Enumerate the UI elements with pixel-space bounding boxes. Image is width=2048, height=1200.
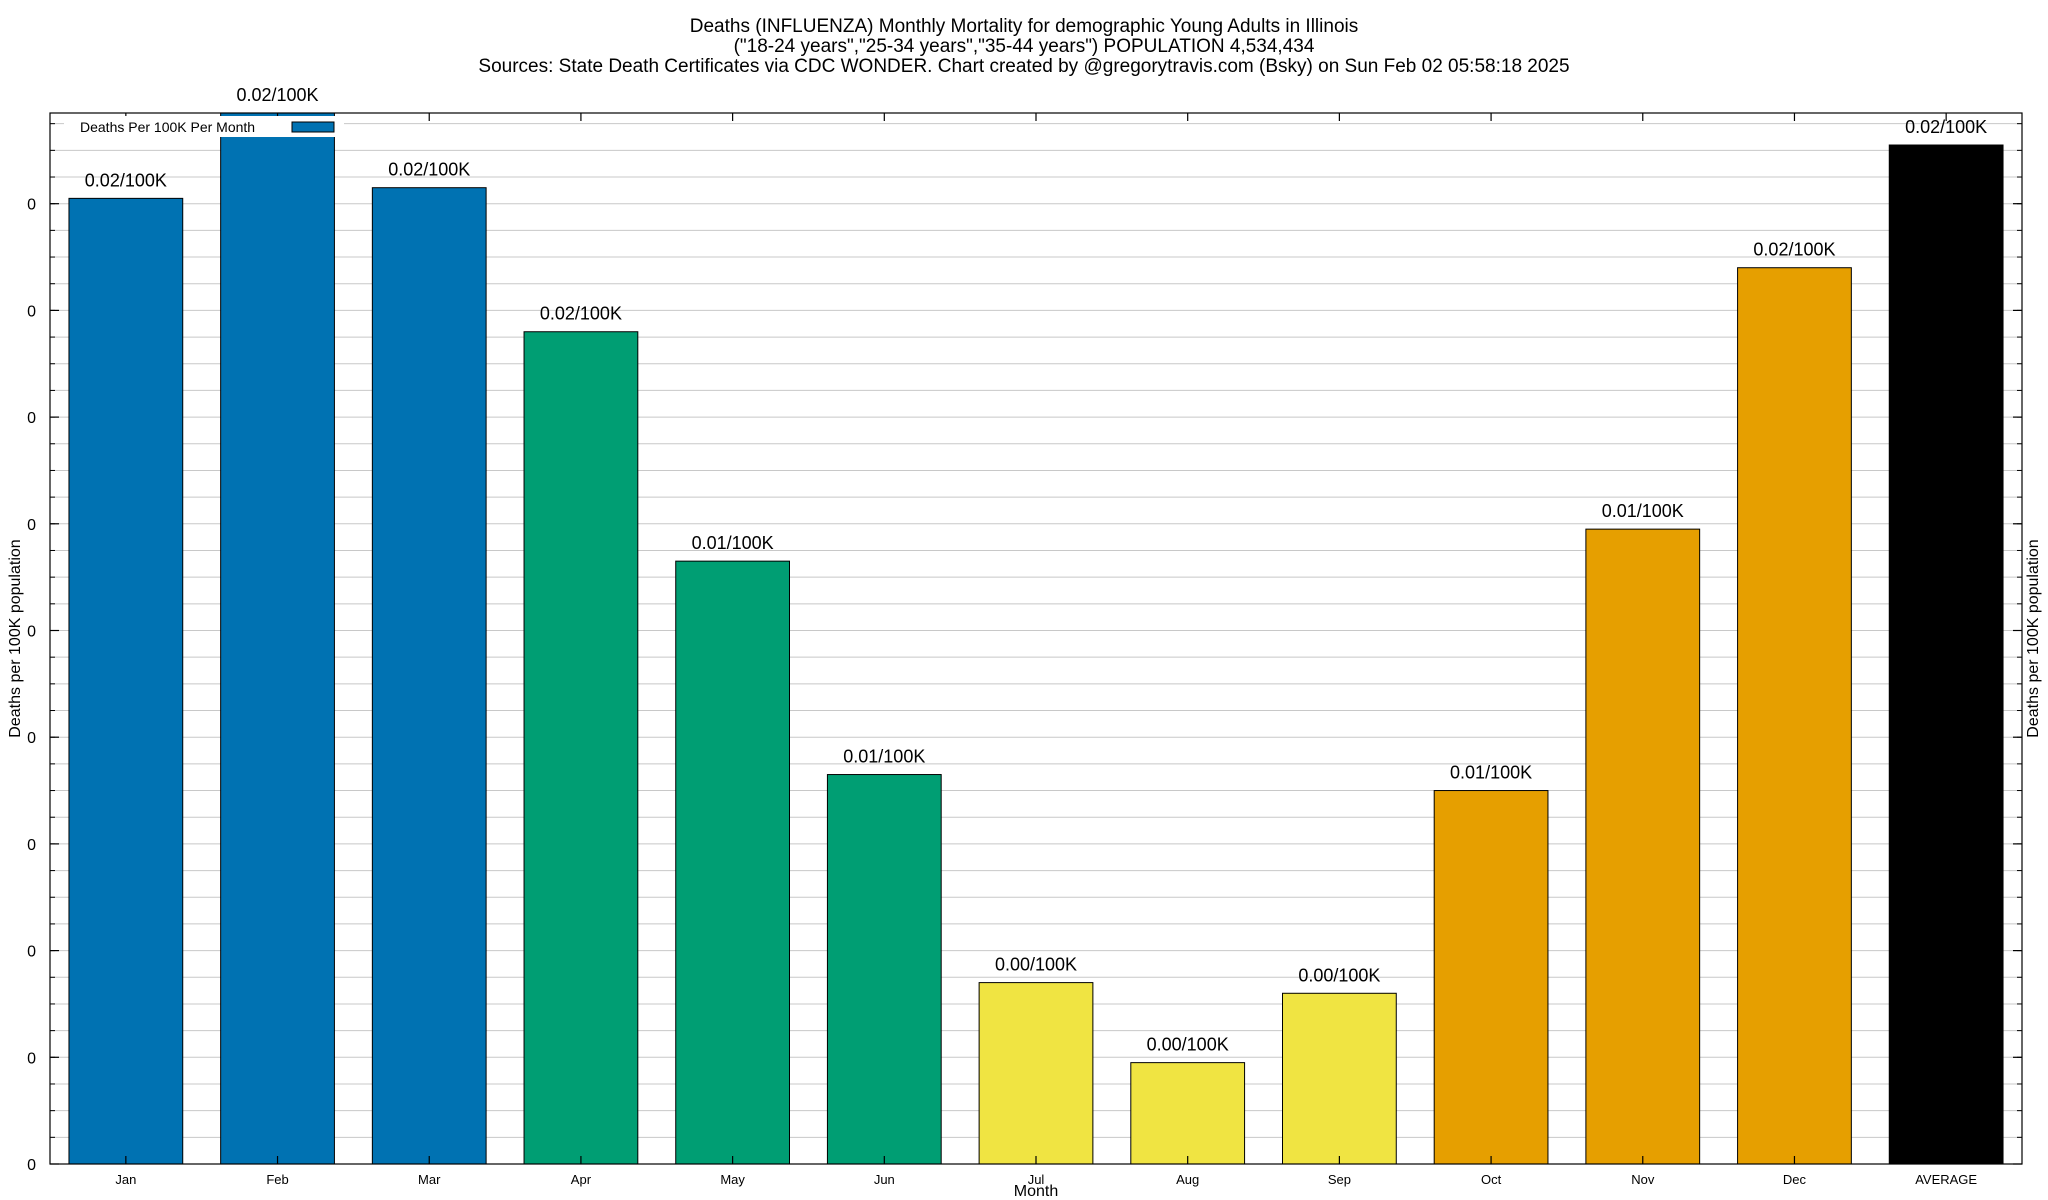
- bar-jul: [978, 982, 1094, 1165]
- data-label: 0.02/100K: [540, 304, 622, 324]
- data-labels: 0.02/100K Jan 0.02/100K Feb 0.02/100K Mar 0.02…: [85, 85, 1987, 1187]
- x-tick-label: Mar: [418, 1172, 441, 1187]
- x-tick-label: Dec: [1783, 1172, 1807, 1187]
- legend-background: [64, 116, 344, 137]
- bar-apr: [523, 331, 639, 1165]
- x-axis-label: Month: [1014, 1183, 1058, 1200]
- x-tick-label: Nov: [1631, 1172, 1655, 1187]
- bar-may: [675, 560, 791, 1165]
- bar-dec: [1737, 267, 1852, 1165]
- bar-nov: [1585, 528, 1701, 1165]
- x-tick-label: Aug: [1176, 1172, 1199, 1187]
- data-label: 0.02/100K: [1905, 117, 1987, 137]
- x-tick-label: Jul: [1028, 1172, 1045, 1187]
- bar-mar: [371, 187, 487, 1165]
- data-label: 0.01/100K: [843, 747, 925, 767]
- y-tick-label: 0: [27, 1050, 36, 1067]
- chart-title-line: Deaths (INFLUENZA) Monthly Mortality for…: [690, 16, 1358, 37]
- y-axis-label-left: Deaths per 100K population: [7, 539, 24, 737]
- y-tick-label: 0: [27, 197, 36, 214]
- data-label: 0.00/100K: [995, 955, 1077, 975]
- x-tick-label: Oct: [1481, 1172, 1502, 1187]
- legend-label: Deaths Per 100K Per Month: [80, 119, 255, 135]
- data-label: 0.02/100K: [236, 85, 318, 105]
- x-tick-label: AVERAGE: [1915, 1172, 1977, 1187]
- x-tick-label: May: [720, 1172, 745, 1187]
- data-label: 0.01/100K: [1450, 763, 1532, 783]
- bar-average: [1888, 144, 2004, 1165]
- x-tick-label: Apr: [571, 1172, 592, 1187]
- y-tick-label: 0: [27, 303, 36, 320]
- y-tick-label: 0: [27, 623, 36, 640]
- legend: Deaths Per 100K Per Month: [64, 116, 344, 137]
- chart-title-line: ("18-24 years","25-34 years","35-44 year…: [734, 36, 1315, 57]
- data-label: 0.02/100K: [388, 160, 470, 180]
- data-label: 0.00/100K: [1147, 1035, 1229, 1055]
- data-label: 0.02/100K: [85, 170, 167, 190]
- bar-aug: [1130, 1062, 1246, 1165]
- bar-oct: [1433, 790, 1549, 1165]
- axis-ticks: 0 0 0 0 0 0 0 0 0 0: [27, 113, 2022, 1174]
- x-tick-label: Jun: [874, 1172, 895, 1187]
- y-axis-label-right: Deaths per 100K population: [2025, 539, 2042, 737]
- data-label: 0.02/100K: [1753, 240, 1835, 260]
- y-tick-label: 0: [27, 837, 36, 854]
- y-tick-label: 0: [27, 944, 36, 961]
- chart-title: Deaths (INFLUENZA) Monthly Mortality for…: [478, 16, 1569, 77]
- x-tick-label: Jan: [115, 1172, 136, 1187]
- bars: [68, 112, 2004, 1165]
- legend-swatch: [291, 121, 335, 133]
- y-tick-label: 0: [27, 410, 36, 427]
- x-tick-label: Sep: [1328, 1172, 1351, 1187]
- bar-jun: [826, 774, 942, 1165]
- y-tick-label: 0: [27, 517, 36, 534]
- bar-sep: [1282, 992, 1397, 1165]
- x-tick-label: Feb: [266, 1172, 288, 1187]
- chart-title-line: Sources: State Death Certificates via CD…: [478, 56, 1569, 77]
- y-tick-label: 0: [27, 730, 36, 747]
- y-tick-label: 0: [27, 1157, 36, 1174]
- bar-jan: [68, 197, 184, 1165]
- data-label: 0.01/100K: [692, 533, 774, 553]
- data-label: 0.00/100K: [1298, 965, 1380, 985]
- bar-feb: [220, 112, 335, 1165]
- data-label: 0.01/100K: [1602, 501, 1684, 521]
- plot-frame: [49, 112, 2023, 1165]
